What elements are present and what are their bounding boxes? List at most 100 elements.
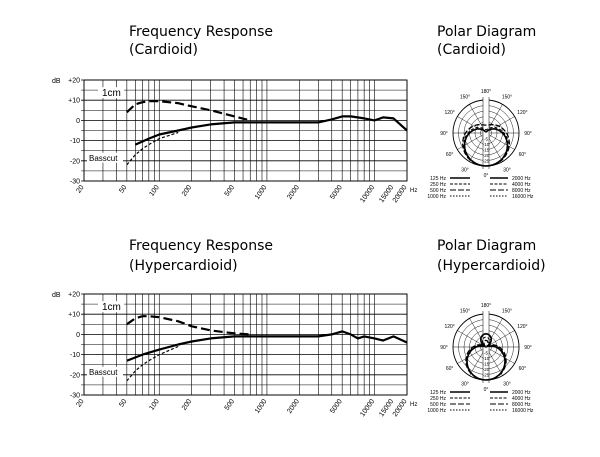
- polar-pattern-high: [465, 339, 507, 381]
- polar-spoke: [457, 346, 487, 364]
- y-tick-label: 0: [76, 332, 80, 339]
- y-axis-label: dB: [52, 78, 61, 85]
- polar-ring-label: -20: [483, 153, 490, 158]
- x-tick-label: 20000: [392, 184, 409, 204]
- polar-spoke: [457, 116, 487, 134]
- legend-label-high: 8000 Hz: [512, 188, 531, 194]
- polar-pattern-low: [463, 128, 509, 167]
- polar-ring-label: -5: [484, 351, 488, 356]
- x-tick-label: 500: [224, 398, 236, 412]
- x-tick-label: 50: [118, 184, 128, 194]
- annotation-1cm: 1cm: [102, 88, 121, 99]
- x-tick-label: 50: [118, 398, 128, 408]
- annotation-bg: [98, 87, 124, 99]
- y-tick-label: -20: [70, 158, 80, 165]
- x-tick-label: 20000: [392, 398, 409, 418]
- polar-ring-label: -25: [483, 373, 490, 378]
- legend-label-high: 2000 Hz: [512, 390, 531, 396]
- polar-subtitle-cardioid: (Cardioid): [437, 42, 506, 58]
- y-tick-label: +10: [68, 312, 80, 319]
- annotation-bg: [87, 152, 123, 163]
- polar-angle-label: 0°: [484, 173, 489, 179]
- polar-angle-label: 60°: [519, 152, 527, 158]
- x-tick-label: 20: [75, 398, 85, 408]
- polar-scale-band: [483, 97, 489, 169]
- x-tick-label: 2000: [286, 184, 301, 201]
- polar-angle-label: 120°: [517, 324, 527, 330]
- x-tick-label: 10000: [359, 184, 376, 204]
- polar-angle-label: 180°: [481, 89, 491, 95]
- polar-title-hypercardioid: Polar Diagram: [437, 238, 537, 254]
- legend-label-low: 250 Hz: [430, 396, 446, 402]
- series-line-basscut: [126, 345, 179, 382]
- legend-label-high: 8000 Hz: [512, 402, 531, 408]
- polar-angle-label: 120°: [444, 110, 454, 116]
- polar-pattern-mid: [463, 127, 509, 167]
- polar-angle-label: 120°: [517, 110, 527, 116]
- polar-ring-label: -5: [484, 137, 488, 142]
- x-tick-label: 5000: [329, 184, 344, 201]
- legend-label-high: 16000 Hz: [512, 194, 534, 200]
- polar-angle-label: 150°: [502, 95, 512, 101]
- annotation-1cm: 1cm: [102, 302, 121, 313]
- polar-ring-label: -10: [483, 142, 490, 147]
- y-axis-label: dB: [52, 292, 61, 299]
- y-tick-label: -10: [70, 352, 80, 359]
- legend-label-high: 16000 Hz: [512, 408, 534, 414]
- polar-spoke: [485, 132, 515, 150]
- polar-ring-label: -15: [483, 148, 490, 153]
- x-tick-label: 2000: [286, 398, 301, 415]
- series-line-1cm: [126, 100, 251, 122]
- polar-spoke: [457, 132, 487, 150]
- polar-angle-label: 180°: [481, 303, 491, 309]
- legend-label-low: 125 Hz: [430, 390, 446, 396]
- annotation-basscut: Basscut: [89, 368, 118, 377]
- x-tick-label: 5000: [329, 398, 344, 415]
- y-tick-label: 0: [76, 118, 80, 125]
- polar-subtitle-hypercardioid: (Hypercardioid): [437, 258, 546, 274]
- annotation-bg: [87, 366, 123, 377]
- x-tick-label: 200: [181, 398, 193, 412]
- legend-label-low: 250 Hz: [430, 182, 446, 188]
- legend-label-low: 125 Hz: [430, 176, 446, 182]
- polar-ring-label: -20: [483, 367, 490, 372]
- x-tick-label: 200: [181, 184, 193, 198]
- y-tick-label: +20: [68, 78, 80, 85]
- polar-angle-label: 30°: [461, 381, 469, 387]
- x-tick-label: 100: [148, 184, 160, 198]
- x-tick-label: 1000: [254, 398, 269, 415]
- x-tick-label: 100: [148, 398, 160, 412]
- legend-label-high: 4000 Hz: [512, 396, 531, 402]
- polar-spoke: [485, 346, 515, 364]
- series-line-response: [126, 330, 408, 362]
- y-tick-label: +20: [68, 292, 80, 299]
- polar-pattern-high: [461, 124, 511, 167]
- annotation-bg: [98, 301, 124, 313]
- series-line-1cm: [126, 315, 251, 336]
- polar-pattern-low: [466, 332, 506, 381]
- x-axis-unit: Hz: [410, 402, 417, 408]
- legend-label-high: 4000 Hz: [512, 182, 531, 188]
- series-line-response: [134, 115, 408, 146]
- legend-label-low: 1000 Hz: [427, 408, 446, 414]
- polar-spoke: [485, 116, 515, 134]
- polar-ring-label: -15: [483, 362, 490, 367]
- polar-angle-label: 90°: [524, 131, 532, 137]
- series-line-basscut: [126, 131, 179, 166]
- x-tick-label: 500: [224, 184, 236, 198]
- polar-angle-label: 90°: [440, 131, 448, 137]
- fr-subtitle-hypercardioid: (Hypercardioid): [129, 258, 238, 274]
- polar-angle-label: 90°: [524, 345, 532, 351]
- polar-angle-label: 60°: [446, 152, 454, 158]
- polar-chart-0: -5-10-15-20-25 180° 150° 150° 120° 120° 90° 90°…: [427, 89, 534, 200]
- polar-angle-label: 30°: [503, 167, 511, 173]
- x-axis-unit: Hz: [410, 188, 417, 194]
- polar-angle-label: 0°: [484, 387, 489, 393]
- y-tick-label: -30: [70, 179, 80, 186]
- polar-angle-label: 60°: [446, 366, 454, 372]
- plot-frame: [83, 293, 408, 396]
- polar-angle-label: 120°: [444, 324, 454, 330]
- legend-label-low: 500 Hz: [430, 402, 446, 408]
